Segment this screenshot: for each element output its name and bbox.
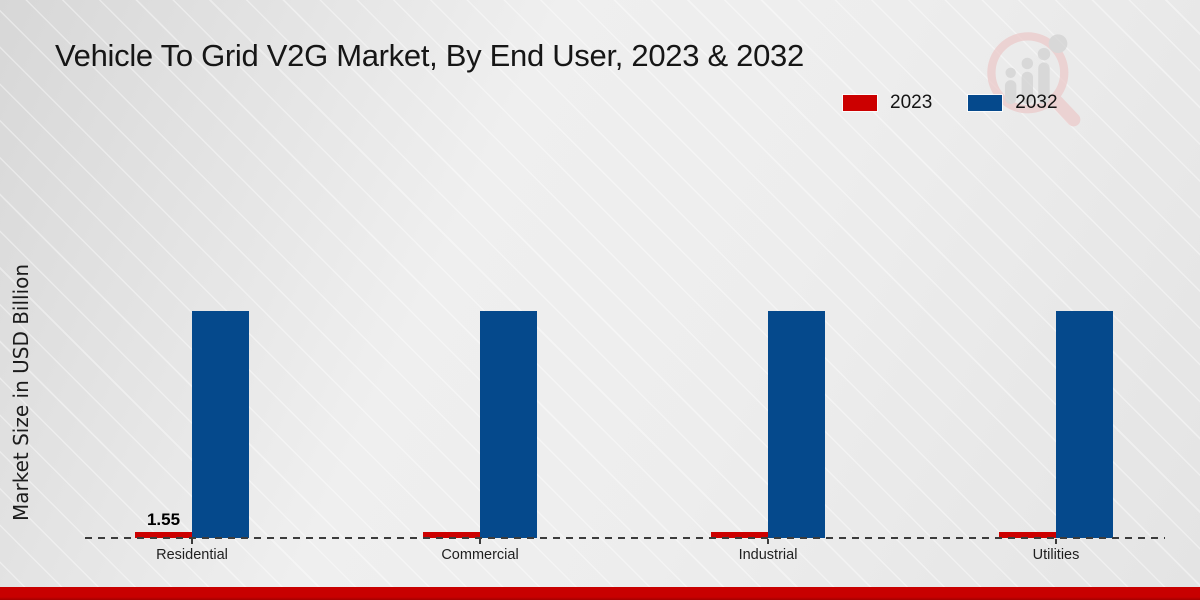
bar-2032-utilities	[1056, 311, 1113, 538]
bar-2032-industrial	[768, 311, 825, 538]
logo-bar-small	[1004, 80, 1017, 104]
legend-swatch-2032	[968, 95, 1003, 111]
logo-dot-top	[1048, 34, 1068, 54]
legend-item-2023: 2023	[843, 92, 932, 114]
magnifier-handle	[1048, 93, 1081, 127]
y-axis-label: Market Size in USD Billion	[9, 263, 33, 521]
legend-label: 2032	[1015, 92, 1058, 113]
chart-title: Vehicle To Grid V2G Market, By End User,…	[55, 38, 804, 73]
bar-2023-utilities	[999, 532, 1056, 538]
x-axis-tick	[191, 539, 193, 544]
category-label-residential: Residential	[156, 547, 228, 563]
logo-dot-2	[1021, 57, 1034, 70]
x-axis-tick	[1055, 539, 1057, 544]
bar-2032-commercial	[480, 311, 537, 538]
logo-dot-3	[1037, 47, 1051, 61]
x-axis-baseline	[85, 537, 1165, 539]
legend-item-2032: 2032	[968, 92, 1058, 114]
category-label-commercial: Commercial	[441, 547, 519, 563]
magnifier-bar-chart-logo-watermark	[987, 32, 1081, 127]
bottom-accent-bar	[0, 587, 1200, 600]
x-axis-tick	[767, 539, 769, 544]
magnifier-ring	[987, 32, 1069, 114]
legend-label: 2023	[890, 92, 933, 113]
logo-dot-1	[1005, 67, 1016, 78]
bar-2023-commercial	[423, 532, 480, 538]
bar-2023-residential	[135, 532, 192, 538]
category-label-utilities: Utilities	[1032, 547, 1080, 563]
category-label-industrial: Industrial	[738, 547, 798, 563]
x-axis-tick	[479, 539, 481, 544]
logo-bar-medium	[1021, 71, 1034, 104]
legend-swatch-2023	[843, 95, 877, 111]
bar-2023-industrial	[711, 532, 768, 538]
legend: 2023 2032	[843, 92, 1058, 114]
value-label-2023-residential: 1.55	[146, 510, 181, 529]
bar-2032-residential	[192, 311, 249, 538]
logo-bar-large	[1038, 62, 1050, 104]
